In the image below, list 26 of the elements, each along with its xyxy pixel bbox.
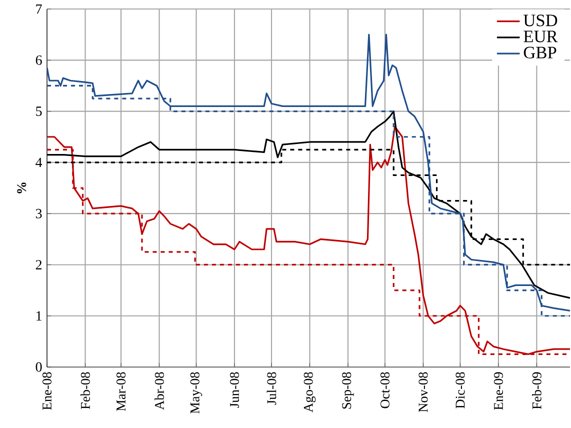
x-tick-label: Ene-09: [494, 372, 503, 410]
x-tick-label: Dic-08: [456, 372, 465, 408]
x-tick-label: Nov-08: [418, 372, 428, 412]
x-tick-label: Jul-08: [266, 372, 276, 405]
y-tick-label: 7: [36, 4, 42, 14]
y-tick-label: 2: [36, 260, 42, 270]
y-tick-label: 1: [36, 311, 42, 320]
legend-label: GBP: [524, 46, 556, 58]
legend-label: USD: [524, 14, 558, 26]
x-tick-label: Feb-08: [80, 372, 90, 410]
x-tick-label: Sep-08: [342, 372, 354, 409]
x-tick-label: Feb-09: [532, 372, 542, 410]
x-tick-label: Jun-08: [230, 372, 239, 408]
y-tick-label: 0: [36, 362, 42, 372]
y-tick-label: 6: [36, 55, 42, 65]
x-tick-label: Ago-08: [304, 372, 316, 412]
x-tick-label: Mar-08: [116, 372, 126, 412]
y-tick-label: 5: [36, 106, 42, 116]
legend-label: EUR: [524, 30, 558, 42]
x-tick-label: May-08: [190, 372, 202, 414]
y-tick-label: 4: [36, 158, 42, 168]
x-tick-label: Oct-08: [380, 372, 390, 408]
x-tick-label: Ene-08: [42, 372, 52, 410]
y-tick-label: 3: [36, 208, 42, 218]
y-axis-title: %: [17, 182, 26, 194]
x-tick-label: Abr-08: [154, 372, 164, 410]
